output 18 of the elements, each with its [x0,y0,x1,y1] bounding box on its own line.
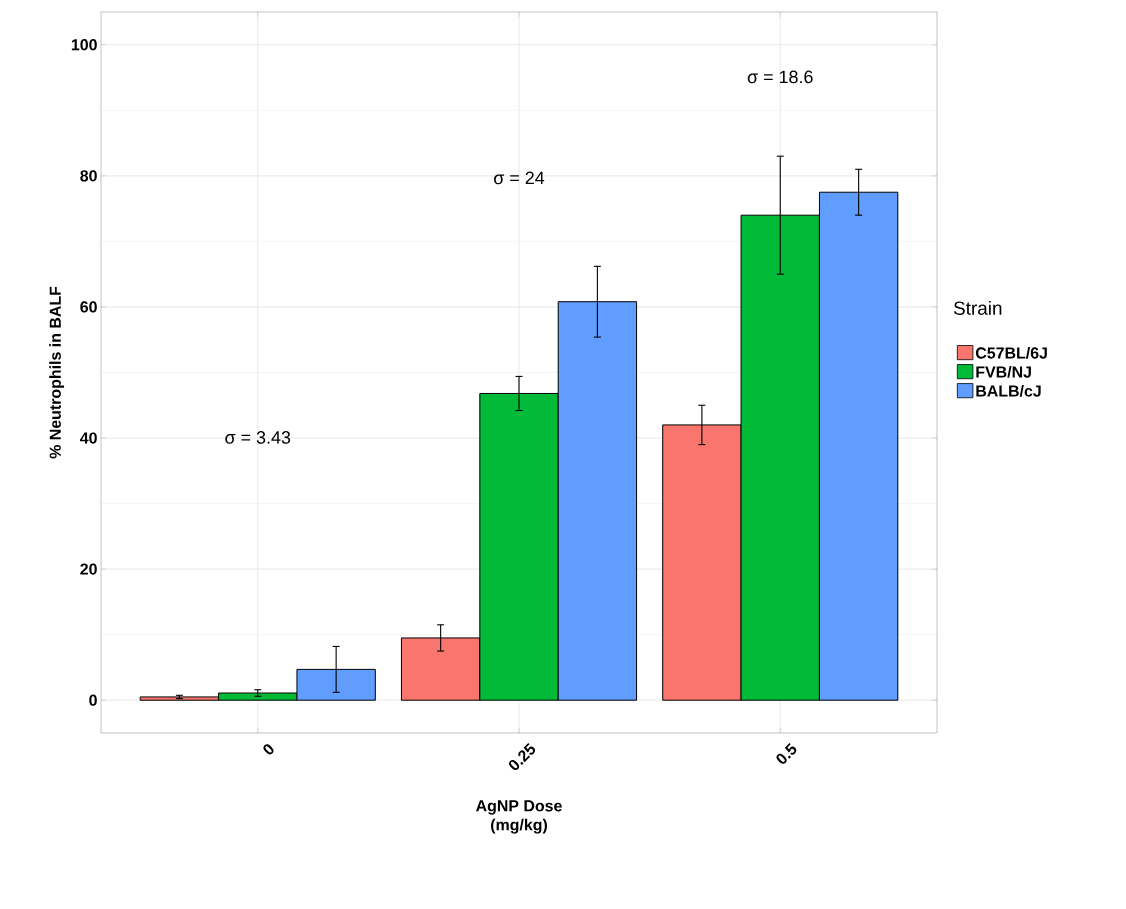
legend-label: FVB/NJ [976,365,1031,378]
legend-label: C57BL/6J [975,346,1047,359]
y-tick-label: 0 [89,694,97,706]
y-tick-label: 100 [71,39,97,51]
y-tick-label: 40 [79,432,97,444]
x-tick-label: 0.25 [508,743,536,771]
y-tick-label: 20 [80,563,97,575]
x-tick-label: 0.5 [776,743,797,764]
x-axis-title: AgNP Dose (mg/kg) [476,800,562,834]
y-axis-title: % Neutrophils in BALF [49,286,65,459]
legend-title: Strain [953,300,1002,315]
annotation: σ = 3.43 [225,431,291,444]
x-tick-label: 0 [263,744,274,755]
y-tick-label: 80 [80,170,97,182]
y-tick-label: 60 [80,301,97,313]
annotation: σ = 18.6 [747,70,813,84]
annotation: σ = 24 [494,171,545,185]
legend-label: BALB/cJ [976,384,1041,397]
